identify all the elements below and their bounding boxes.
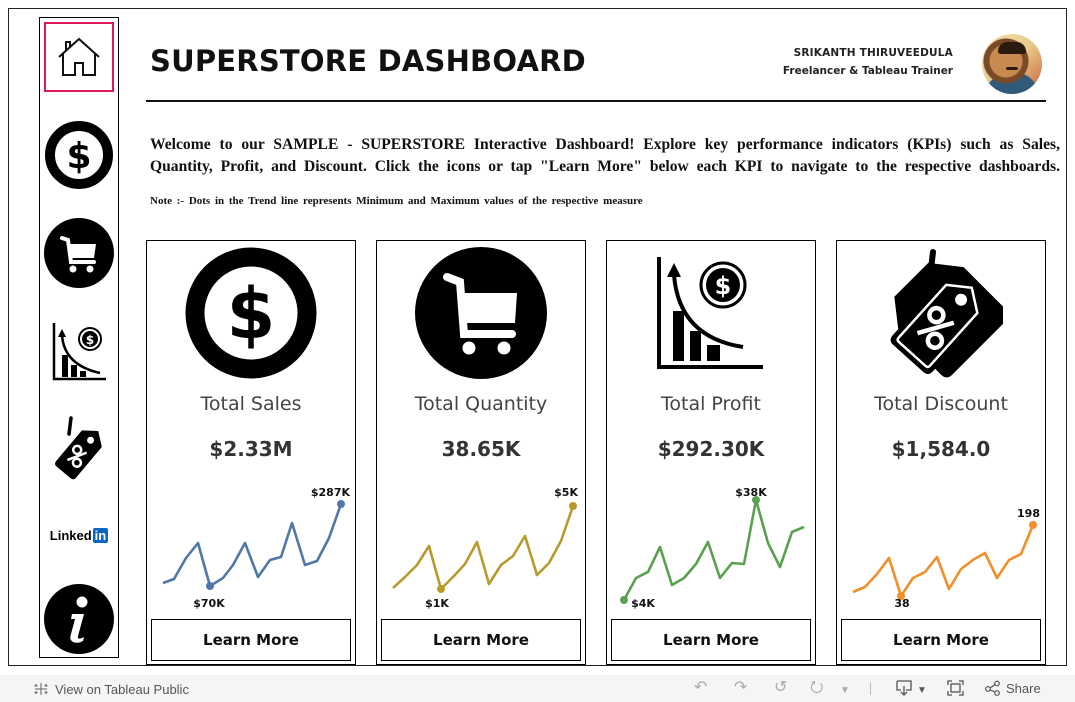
avatar — [982, 34, 1042, 94]
undo-icon[interactable]: ↶ — [694, 679, 708, 696]
share-button[interactable]: Share — [985, 680, 1041, 696]
trend-note: Note :- Dots in the Trend line represent… — [150, 195, 643, 207]
download-dropdown-icon[interactable]: ▼ — [917, 685, 927, 696]
max-label: $38K — [735, 486, 767, 499]
sidebar-item-home[interactable] — [44, 22, 114, 92]
intro-line-2: Quantity, Profit, and Discount. Click th… — [150, 158, 1060, 175]
max-label: 198 — [1017, 507, 1040, 520]
profit-trend-chart: $38K $4K — [620, 486, 805, 610]
kpi-value: $2.33M — [209, 437, 293, 461]
tableau-logo-icon — [34, 683, 48, 695]
author-role: Freelancer & Tableau Trainer — [782, 65, 953, 77]
revert-icon[interactable]: ↺ — [774, 679, 788, 696]
redo-icon[interactable]: ↷ — [734, 679, 748, 696]
title-divider — [146, 100, 1046, 102]
discount-tag-icon — [890, 249, 1003, 378]
kpi-value: $1,584.0 — [891, 437, 991, 461]
svg-text:$: $ — [66, 136, 91, 177]
kpi-card-profit: $ Total Profit $292.30K $38K $4K Learn M… — [606, 240, 816, 665]
discount-kpi-icon-button[interactable] — [873, 245, 1009, 381]
profit-chart-icon: $ — [657, 257, 763, 369]
sidebar-item-quantity[interactable] — [44, 218, 114, 288]
learn-more-profit-button[interactable]: Learn More — [611, 619, 811, 661]
learn-more-discount-button[interactable]: Learn More — [841, 619, 1041, 661]
intro-line-1: Welcome to our SAMPLE - SUPERSTORE Inter… — [150, 136, 1060, 153]
sidebar-item-linkedin[interactable]: Linked in — [44, 500, 114, 570]
sidebar-item-discount[interactable] — [44, 414, 114, 484]
kpi-card-quantity: Total Quantity 38.65K $5K $1K Learn More — [376, 240, 586, 665]
cart-icon — [415, 247, 547, 379]
linkedin-text: Linked — [49, 527, 92, 543]
profit-kpi-icon-button[interactable]: $ — [643, 245, 779, 381]
share-icon — [985, 680, 1000, 696]
share-label: Share — [1006, 680, 1041, 696]
learn-more-quantity-button[interactable]: Learn More — [381, 619, 581, 661]
discount-trend-chart: 198 38 — [852, 507, 1040, 610]
author-name: SRIKANTH THIRUVEEDULA — [793, 47, 953, 59]
toolbar-divider — [870, 682, 871, 695]
min-label: $4K — [631, 597, 655, 610]
quantity-trend-chart: $5K $1K — [392, 486, 578, 610]
max-label: $287K — [311, 486, 351, 499]
kpi-label: Total Profit — [661, 393, 761, 415]
min-label: 38 — [894, 597, 909, 610]
linkedin-logo: Linked in — [49, 527, 109, 543]
download-icon[interactable] — [896, 680, 914, 700]
sidebar-item-info[interactable] — [44, 584, 114, 654]
kpi-label: Total Quantity — [414, 393, 548, 415]
info-icon — [44, 584, 114, 654]
kpi-card-sales: $ Total Sales $2.33M $287K $70K Learn Mo… — [146, 240, 356, 665]
svg-text:$: $ — [86, 333, 94, 347]
fullscreen-icon[interactable] — [947, 680, 964, 700]
svg-text:$: $ — [227, 273, 276, 355]
min-label: $70K — [193, 597, 225, 610]
kpi-value: $292.30K — [657, 437, 765, 461]
dollar-circle-icon: $ — [185, 247, 317, 379]
sidebar-item-sales[interactable]: $ — [44, 120, 114, 190]
view-on-tableau-public-link[interactable]: View on Tableau Public — [33, 681, 189, 697]
dollar-circle-icon: $ — [45, 121, 113, 189]
view-on-tableau-label: View on Tableau Public — [55, 681, 189, 697]
author-info: SRIKANTH THIRUVEEDULA Freelancer & Table… — [783, 47, 953, 77]
discount-tag-icon — [55, 416, 102, 480]
svg-text:$: $ — [715, 272, 732, 300]
refresh-icon[interactable]: ⭮ — [810, 679, 824, 696]
learn-more-sales-button[interactable]: Learn More — [151, 619, 351, 661]
min-label: $1K — [425, 597, 449, 610]
kpi-label: Total Discount — [874, 393, 1008, 415]
profit-chart-icon: $ — [52, 323, 106, 381]
sidebar-nav: $ $ — [39, 17, 119, 658]
linkedin-in-badge: in — [92, 527, 109, 543]
tableau-toolbar: View on Tableau Public ↶ ↷ ↺ ⭮ ▼ ▼ Share — [0, 675, 1075, 702]
home-icon — [58, 37, 100, 76]
refresh-dropdown-icon[interactable]: ▼ — [840, 685, 850, 696]
cart-icon — [44, 218, 114, 288]
sidebar-item-profit[interactable]: $ — [44, 316, 114, 386]
sales-trend-chart: $287K $70K — [162, 486, 351, 610]
quantity-kpi-icon-button[interactable] — [413, 245, 549, 381]
kpi-label: Total Sales — [200, 393, 302, 415]
kpi-value: 38.65K — [441, 437, 521, 461]
sales-kpi-icon-button[interactable]: $ — [183, 245, 319, 381]
max-label: $5K — [554, 486, 578, 499]
kpi-card-discount: Total Discount $1,584.0 198 38 Learn Mor… — [836, 240, 1046, 665]
page-title: SUPERSTORE DASHBOARD — [150, 44, 586, 78]
